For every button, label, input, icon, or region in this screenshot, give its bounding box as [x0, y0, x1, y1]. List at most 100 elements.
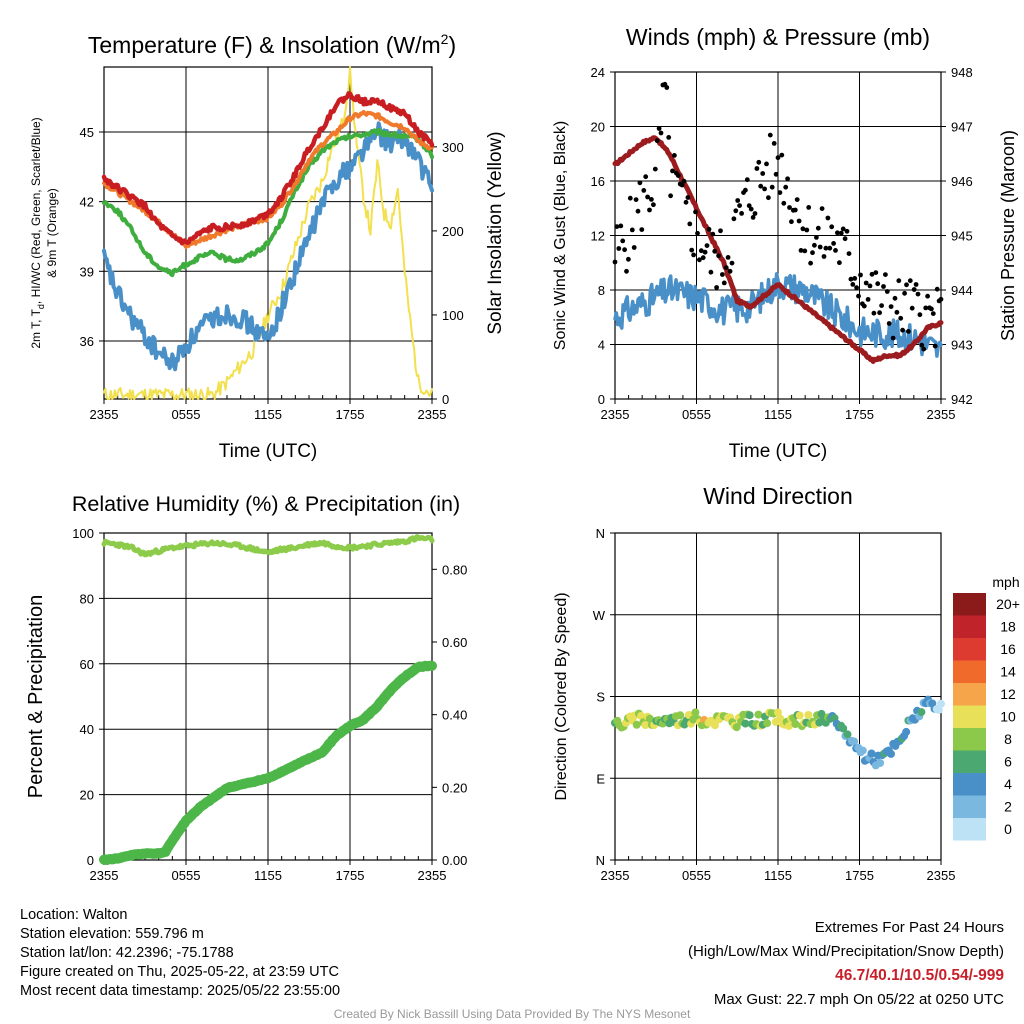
winds-gust-point: [624, 268, 629, 274]
wind_direction-panel: [610, 532, 942, 865]
wind_direction-y-tick-label: N: [596, 526, 605, 541]
winds-gust-point: [723, 265, 729, 270]
temperature-title-text: Temperature (F) & Insolation (W/m: [88, 32, 441, 58]
winds-gust-point: [810, 250, 815, 256]
legend-label: 10: [1000, 709, 1016, 725]
winds-gust-point: [831, 241, 836, 246]
legend-label: 4: [1004, 776, 1012, 792]
winds-gust-point: [639, 227, 645, 233]
legend-swatch: [953, 818, 986, 841]
winds-gust-point: [798, 248, 804, 253]
winds-gust-point: [808, 260, 813, 266]
temperature-panel: [99, 66, 437, 404]
winds-gust-point: [806, 205, 812, 210]
humidity-y-right-tick-label: 0.20: [442, 780, 467, 795]
winds-gust-point: [718, 228, 723, 234]
winds-gust-point: [635, 208, 641, 214]
wind_direction-y-tick-label: N: [596, 853, 605, 868]
winds-gust-point: [631, 245, 637, 250]
winds-gust-point: [773, 171, 779, 177]
winds-gust-point: [823, 245, 829, 251]
winds-gust-point: [863, 280, 869, 286]
winds-ylabel-right: Station Pressure (Maroon): [998, 130, 1018, 341]
winds-gust-point: [850, 282, 856, 287]
temperature-y-right-tick-label: 0: [442, 392, 449, 407]
temperature-y-tick-label: 45: [80, 125, 94, 140]
temperature-title-close: ): [448, 32, 456, 58]
winds-ylabel-left: Sonic Wind & Gust (Blue, Black): [552, 121, 569, 350]
winds-gust-point: [664, 85, 670, 90]
winds-gust-point: [704, 243, 710, 249]
wind-direction-point: [784, 722, 793, 730]
temperature-x-tick-label: 2355: [90, 407, 119, 422]
winds-gust-point: [812, 242, 817, 248]
winds-gust-point: [938, 296, 944, 302]
humidity-y-tick-label: 80: [80, 591, 94, 606]
winds-gust-point: [902, 290, 907, 296]
legend-swatch: [953, 728, 986, 751]
winds-gust-point: [691, 252, 696, 258]
wind-direction-point: [754, 710, 763, 719]
temperature-ylabel-left-line2: & 9m T (Orange): [45, 188, 59, 278]
winds-gust-point: [754, 166, 760, 171]
winds-gust-point: [771, 141, 777, 146]
wind-direction-point: [637, 711, 646, 720]
wind_direction-x-tick-label: 1755: [845, 868, 874, 883]
winds-gust-point: [766, 195, 771, 201]
temperature-y-right-tick-label: 100: [442, 308, 464, 323]
temperature-x-tick-label: 1155: [254, 407, 282, 422]
temperature-title-sup: 2: [441, 31, 449, 47]
ylabel-sub: d: [36, 304, 46, 309]
winds-gust-point: [923, 305, 929, 311]
humidity-x-tick-label: 1155: [254, 868, 282, 883]
temperature-x-tick-label: 1755: [336, 407, 365, 422]
humidity-series-precip: [99, 660, 437, 865]
legend-swatch: [953, 683, 986, 706]
humidity-series-rh: [101, 534, 435, 558]
winds-gust-point: [814, 235, 819, 240]
winds-gust-point: [670, 168, 675, 174]
winds-gust-point: [695, 230, 700, 236]
winds-x-tick-label: 1755: [845, 407, 874, 422]
winds-gust-point: [689, 247, 695, 253]
winds-y-right-tick-label: 945: [951, 229, 973, 244]
winds-gust-point: [848, 276, 854, 282]
wind_direction-x-tick-label: 0555: [682, 868, 711, 883]
winds-gust-point: [725, 255, 731, 260]
ylabel-part: , HI/WC (Red, Green, Scarlet/Blue): [29, 117, 43, 304]
winds-gust-point: [881, 284, 886, 289]
winds-gust-point: [706, 226, 712, 232]
winds-y-tick-label: 8: [598, 283, 605, 298]
wind_direction-x-tick-label: 2355: [927, 868, 956, 883]
wind-direction-point: [887, 749, 895, 758]
winds-gust-point: [779, 152, 785, 158]
humidity-y-tick-label: 100: [72, 526, 94, 541]
humidity-y-tick-label: 20: [80, 788, 94, 803]
winds-gust-point: [679, 182, 685, 188]
humidity-x-tick-label: 2355: [90, 868, 119, 883]
winds-gust-point: [687, 221, 693, 227]
wind-direction-point: [795, 711, 804, 720]
winds-gust-point: [643, 174, 649, 180]
winds-gust-point: [785, 176, 790, 182]
winds-gust-point: [629, 227, 635, 233]
temperature-x-tick-label: 2355: [418, 407, 447, 422]
wind-direction-point: [937, 699, 945, 708]
winds-gust-point: [729, 260, 735, 266]
wind-direction-point: [645, 714, 654, 723]
winds-gust-point: [666, 135, 672, 140]
winds-gust-point: [647, 207, 652, 213]
winds-gust-point: [873, 270, 879, 275]
winds-gust-point: [760, 171, 766, 176]
winds-series-sonic: [613, 272, 943, 358]
wind_direction-x-tick-label: 1155: [764, 868, 792, 883]
humidity-y-right-tick-label: 0.80: [442, 562, 467, 577]
credit-line: Created By Nick Bassill Using Data Provi…: [333, 1007, 691, 1021]
winds-gust-point: [731, 216, 737, 222]
winds-gust-point: [616, 246, 622, 251]
wind-direction-point: [843, 730, 852, 739]
wind-direction-point: [676, 711, 685, 720]
winds-gust-point: [796, 218, 802, 224]
winds-x-tick-label: 2355: [601, 407, 630, 422]
